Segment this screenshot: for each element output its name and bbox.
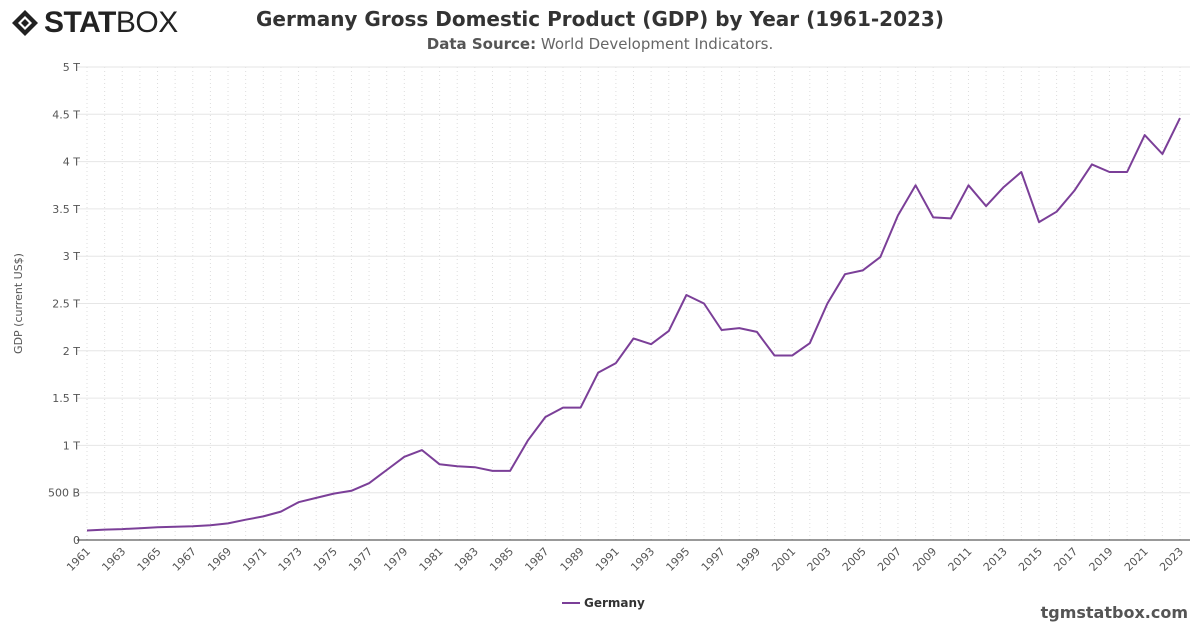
x-tick-label: 2003 xyxy=(805,545,834,574)
x-tick-label: 1989 xyxy=(558,545,587,574)
x-tick-label: 1979 xyxy=(381,545,410,574)
x-tick-label: 1973 xyxy=(276,545,305,574)
x-tick-label: 2017 xyxy=(1051,545,1080,574)
x-tick-label: 1977 xyxy=(346,545,375,574)
x-tick-label: 2001 xyxy=(769,545,798,574)
statbox-logo: STATBOX xyxy=(10,6,178,40)
x-tick-label: 1971 xyxy=(240,545,269,574)
x-tick-label: 2009 xyxy=(910,545,939,574)
y-tick-label: 5 T xyxy=(63,61,80,74)
site-footer: tgmstatbox.com xyxy=(1040,603,1188,622)
x-tick-label: 2013 xyxy=(981,545,1010,574)
y-tick-label: 3 T xyxy=(63,250,80,263)
series-line-germany xyxy=(86,117,1181,532)
x-tick-label: 2005 xyxy=(840,545,869,574)
logo-text: STATBOX xyxy=(44,6,178,39)
y-tick-label: 4 T xyxy=(63,156,80,169)
x-tick-label: 2021 xyxy=(1122,545,1151,574)
y-tick-label: 2.5 T xyxy=(52,298,80,311)
x-tick-label: 1997 xyxy=(699,545,728,574)
x-tick-label: 1975 xyxy=(311,545,340,574)
x-tick-label: 1981 xyxy=(417,545,446,574)
x-tick-label: 1985 xyxy=(487,545,516,574)
x-tick-label: 1991 xyxy=(593,545,622,574)
chart-title: Germany Gross Domestic Product (GDP) by … xyxy=(256,7,944,31)
y-tick-label: 500 B xyxy=(48,487,80,500)
y-tick-label: 3.5 T xyxy=(52,203,80,216)
y-tick-label: 4.5 T xyxy=(52,108,80,121)
diamond-logo-icon xyxy=(12,10,38,36)
y-axis-title: GDP (current US$) xyxy=(12,253,25,354)
x-tick-label: 1963 xyxy=(99,545,128,574)
y-tick-label: 0 xyxy=(73,534,80,547)
y-tick-label: 1 T xyxy=(63,439,80,452)
x-tick-label: 1965 xyxy=(135,545,164,574)
x-tick-label: 1983 xyxy=(452,545,481,574)
x-tick-label: 2015 xyxy=(1016,545,1045,574)
x-tick-label: 1993 xyxy=(628,545,657,574)
x-tick-label: 1961 xyxy=(64,545,93,574)
x-tick-label: 1987 xyxy=(522,545,551,574)
x-tick-label: 2011 xyxy=(946,545,975,574)
x-tick-label: 2019 xyxy=(1087,545,1116,574)
x-tick-label: 2023 xyxy=(1157,545,1186,574)
x-tick-label: 1999 xyxy=(734,545,763,574)
x-tick-label: 2007 xyxy=(875,545,904,574)
x-tick-label: 1995 xyxy=(664,545,693,574)
y-tick-label: 1.5 T xyxy=(52,392,80,405)
legend-item: Germany xyxy=(584,596,645,610)
y-tick-label: 2 T xyxy=(63,345,80,358)
x-tick-label: 1969 xyxy=(205,545,234,574)
x-tick-label: 1967 xyxy=(170,545,199,574)
chart-subtitle: Data Source: World Development Indicator… xyxy=(426,35,774,53)
